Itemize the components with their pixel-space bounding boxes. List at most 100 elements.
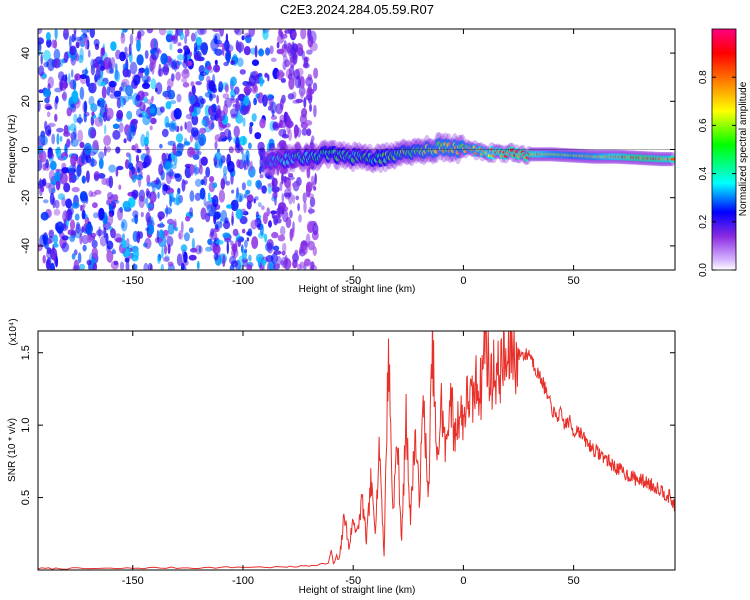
heatmap-noise-cell [209, 176, 215, 183]
heatmap-noise-cell [79, 34, 86, 48]
heatmap-noise-cell [289, 209, 293, 219]
heatmap-noise-cell [38, 100, 41, 112]
heatmap-noise-cell [146, 29, 154, 34]
heatmap-noise-cell [253, 198, 256, 204]
heatmap-noise-cell [214, 59, 218, 65]
heatmap-noise-cell [214, 134, 222, 142]
heatmap-noise-cell [164, 207, 173, 215]
heatmap-noise-cell [61, 93, 66, 100]
heatmap-noise-cell [276, 69, 284, 81]
heatmap-noise-cell [38, 89, 44, 94]
heatmap-noise-cell [92, 267, 96, 270]
heatmap-noise-cell [115, 146, 121, 154]
heatmap-noise-cell [210, 114, 217, 121]
heatmap-noise-cell [313, 104, 317, 118]
heatmap-noise-cell [68, 165, 75, 174]
heatmap-ridge-core [491, 154, 496, 158]
heatmap-noise-cell [85, 75, 90, 87]
heatmap-noise-cell [135, 154, 140, 163]
heatmap-noise-cell [132, 263, 138, 270]
heatmap-noise-cell [103, 135, 111, 146]
heatmap-noise-cell [131, 165, 135, 175]
heatmap-noise-cell [229, 264, 235, 270]
heatmap-noise-cell [225, 33, 229, 43]
heatmap-y-tick-label: -20 [20, 190, 32, 206]
heatmap-noise-cell [262, 29, 269, 40]
heatmap-noise-cell [241, 182, 246, 191]
heatmap-noise-cell [258, 202, 262, 208]
heatmap-noise-cell [294, 133, 297, 139]
heatmap-noise-cell [159, 143, 163, 149]
heatmap-noise-cell [156, 229, 160, 243]
heatmap-noise-cell [176, 253, 183, 266]
heatmap-noise-cell [264, 72, 269, 78]
heatmap-noise-cell [173, 108, 182, 120]
heatmap-noise-cell [199, 98, 206, 105]
heatmap-noise-cell [270, 210, 277, 215]
heatmap-noise-cell [131, 174, 137, 183]
heatmap-noise-cell [237, 238, 242, 248]
heatmap-noise-cell [284, 29, 288, 36]
heatmap-noise-cell [311, 135, 315, 142]
heatmap-noise-cell [297, 203, 300, 212]
heatmap-noise-cell [305, 184, 311, 198]
heatmap-noise-cell [119, 261, 125, 270]
heatmap-noise-cell [270, 57, 277, 62]
heatmap-noise-cell [81, 209, 86, 220]
heatmap-noise-cell [313, 67, 319, 79]
heatmap-noise-cell [254, 132, 262, 140]
heatmap-noise-cell [180, 265, 187, 270]
heatmap-noise-cell [70, 103, 76, 108]
heatmap-noise-cell [258, 49, 265, 57]
heatmap-noise-cell [162, 64, 170, 76]
heatmap-noise-cell [245, 34, 252, 44]
heatmap-noise-cell [93, 38, 100, 47]
heatmap-noise-cell [86, 259, 92, 266]
heatmap-noise-cell [57, 193, 65, 201]
heatmap-noise-cell [45, 32, 51, 41]
heatmap-noise-cell [165, 101, 172, 110]
heatmap-noise-cell [271, 196, 277, 202]
heatmap-noise-cell [144, 197, 149, 205]
heatmap-noise-cell [150, 60, 156, 70]
heatmap-noise-cell [201, 42, 208, 55]
heatmap-noise-cell [79, 74, 88, 80]
heatmap-noise-cell [63, 29, 69, 40]
heatmap-noise-cell [176, 142, 184, 155]
heatmap-noise-cell [103, 215, 109, 224]
heatmap-noise-cell [149, 107, 155, 114]
heatmap-noise-cell [79, 191, 88, 202]
heatmap-noise-cell [292, 252, 299, 263]
heatmap-ticks: -150 -100 -50 0 50 -40 -20 0 20 40 [20, 29, 675, 287]
colorbar-ticks: 0.0 0.2 0.4 0.6 0.8 [698, 70, 736, 277]
heatmap-noise-cell [189, 190, 195, 202]
heatmap-noise-cell [207, 238, 213, 245]
heatmap-noise-cell [199, 71, 207, 77]
heatmap-noise-cell [309, 264, 318, 270]
heatmap-noise-cell [309, 196, 316, 208]
heatmap-noise-cell [273, 215, 278, 226]
heatmap-noise-cell [96, 64, 101, 78]
heatmap-noise-cell [174, 173, 181, 179]
heatmap-noise-cell [194, 143, 199, 151]
heatmap-noise-cell [210, 122, 215, 129]
heatmap-noise-cell [314, 173, 317, 185]
heatmap-noise-cell [90, 128, 97, 139]
heatmap-noise-cell [159, 106, 165, 113]
heatmap-noise-cell [259, 223, 264, 236]
heatmap-noise-cell [254, 45, 258, 58]
heatmap-noise-cell [139, 170, 143, 178]
heatmap-noise-cell [48, 229, 55, 239]
heatmap-noise-cell [96, 99, 101, 107]
heatmap-noise-cell [81, 153, 85, 164]
heatmap-noise-cell [70, 138, 79, 147]
heatmap-noise-cell [184, 163, 192, 169]
heatmap-noise-cell [208, 80, 215, 92]
heatmap-noise-cell [125, 238, 130, 249]
heatmap-noise-cell [183, 251, 188, 264]
heatmap-noise-cell [291, 30, 298, 39]
heatmap-noise-cell [100, 65, 105, 72]
heatmap-noise-cell [277, 142, 285, 149]
heatmap-noise-cell [166, 235, 174, 248]
heatmap-noise-cell [162, 230, 170, 238]
